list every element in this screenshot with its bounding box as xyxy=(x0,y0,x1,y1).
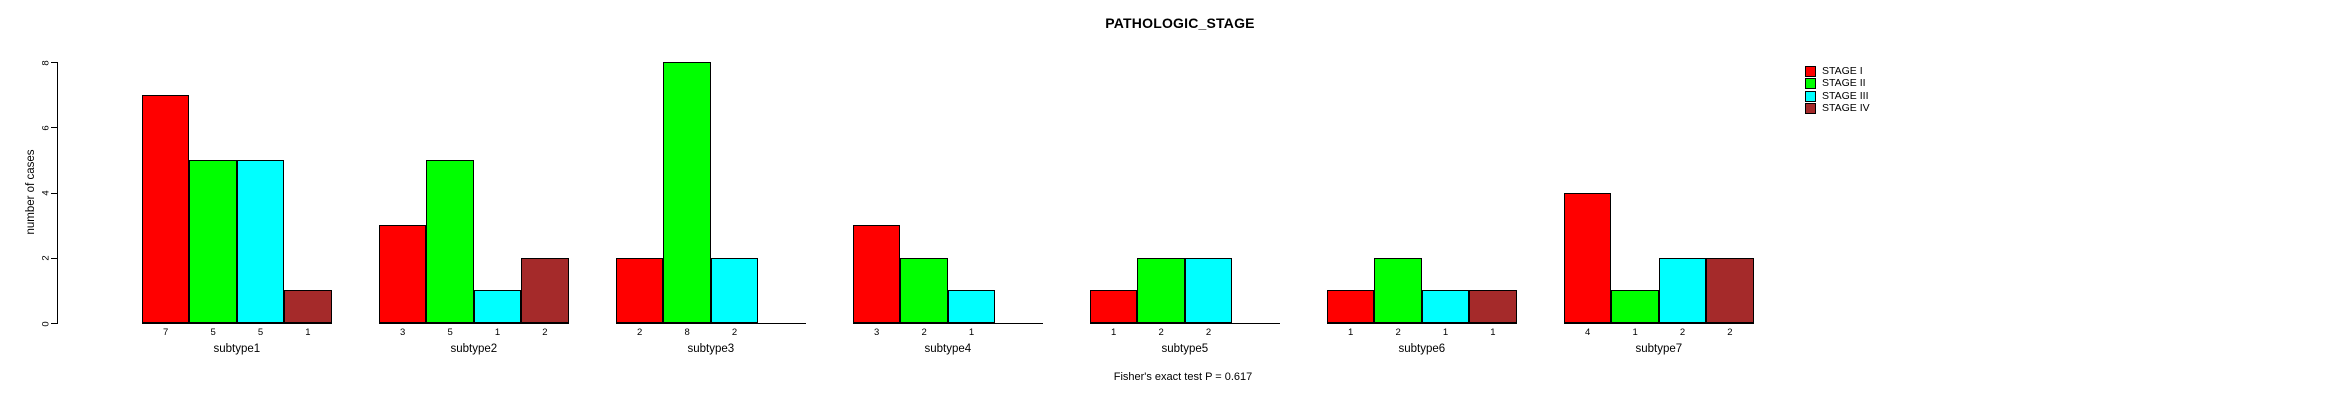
category-label-subtype4: subtype4 xyxy=(924,343,972,355)
bar-subtype7-stage-iv xyxy=(1706,257,1754,323)
legend-swatch-stage-ii xyxy=(1805,78,1816,90)
bar-subtype4-stage-ii xyxy=(900,257,948,323)
bar-subtype3-stage-ii xyxy=(663,62,711,323)
category-label-subtype2: subtype2 xyxy=(450,343,498,355)
bar-count-label: 1 xyxy=(968,327,975,338)
legend-swatch-stage-iv xyxy=(1805,102,1816,114)
y-tick-label: 8 xyxy=(40,59,52,66)
group-baseline-subtype6 xyxy=(1327,323,1517,324)
bar-count-label: 3 xyxy=(874,327,880,338)
legend-label-stage-iv: STAGE IV xyxy=(1822,101,1870,114)
category-label-subtype3: subtype3 xyxy=(687,343,735,355)
bar-count-label: 2 xyxy=(1158,327,1164,338)
group-baseline-subtype5 xyxy=(1090,323,1280,324)
bar-subtype6-stage-i xyxy=(1327,290,1375,323)
bar-subtype7-stage-i xyxy=(1564,192,1612,323)
bar-subtype7-stage-iii xyxy=(1658,257,1707,323)
legend-label-stage-iii: STAGE III xyxy=(1822,89,1869,102)
y-axis-title: number of cases xyxy=(25,149,37,235)
bar-subtype2-stage-ii xyxy=(426,159,474,323)
bar-subtype6-stage-ii xyxy=(1374,257,1422,323)
bar-count-label: 1 xyxy=(1490,327,1496,338)
bar-count-label: 4 xyxy=(1585,327,1591,338)
bar-count-label: 8 xyxy=(684,327,690,338)
category-label-subtype7: subtype7 xyxy=(1635,343,1683,355)
bar-subtype5-stage-i xyxy=(1090,290,1138,323)
bar-count-label: 1 xyxy=(1348,327,1354,338)
bar-count-label: 3 xyxy=(400,327,406,338)
bar-subtype5-stage-iii xyxy=(1184,257,1233,323)
bar-count-label: 2 xyxy=(921,327,927,338)
bar-subtype1-stage-iii xyxy=(236,159,285,323)
bar-subtype1-stage-i xyxy=(142,94,190,323)
bar-count-label: 1 xyxy=(494,327,501,338)
group-baseline-subtype1 xyxy=(142,323,332,324)
category-label-subtype5: subtype5 xyxy=(1161,343,1209,355)
bar-count-label: 1 xyxy=(1111,327,1117,338)
bar-count-label: 5 xyxy=(210,327,216,338)
group-baseline-subtype7 xyxy=(1564,323,1754,324)
bar-count-label: 1 xyxy=(305,327,311,338)
bar-subtype1-stage-iv xyxy=(284,290,332,323)
y-tick xyxy=(51,192,57,194)
y-tick xyxy=(51,127,57,129)
y-tick xyxy=(51,257,57,259)
bar-count-label: 2 xyxy=(731,327,738,338)
legend-label-stage-i: STAGE I xyxy=(1822,65,1863,77)
bar-count-label: 2 xyxy=(1395,327,1401,338)
bar-subtype1-stage-ii xyxy=(189,159,237,323)
group-baseline-subtype4 xyxy=(853,323,1043,324)
bar-subtype3-stage-i xyxy=(616,257,664,323)
bar-subtype2-stage-i xyxy=(379,225,427,323)
y-tick-label: 0 xyxy=(40,320,52,327)
y-tick-label: 2 xyxy=(40,255,52,261)
bar-count-label: 5 xyxy=(257,327,264,338)
y-tick-label: 4 xyxy=(40,190,52,196)
legend-label-stage-ii: STAGE II xyxy=(1822,77,1866,90)
bar-count-label: 2 xyxy=(1679,327,1686,338)
bar-subtype2-stage-iii xyxy=(473,290,522,323)
bar-count-label: 2 xyxy=(542,327,548,338)
fisher-test-annotation: Fisher's exact test P = 0.617 xyxy=(1113,371,1253,383)
bar-subtype5-stage-ii xyxy=(1137,257,1185,323)
bar-count-label: 5 xyxy=(447,327,453,338)
bar-subtype6-stage-iv xyxy=(1469,290,1517,323)
bar-subtype7-stage-ii xyxy=(1611,290,1659,323)
legend-swatch-stage-i xyxy=(1805,66,1816,77)
legend-swatch-stage-iii xyxy=(1805,90,1816,102)
bar-count-label: 2 xyxy=(637,327,643,338)
bar-count-label: 7 xyxy=(163,327,169,338)
y-tick xyxy=(51,323,57,324)
bar-subtype6-stage-iii xyxy=(1421,290,1470,323)
bar-subtype2-stage-iv xyxy=(521,257,569,323)
y-tick xyxy=(51,62,57,63)
group-baseline-subtype3 xyxy=(616,323,806,324)
bar-count-label: 2 xyxy=(1727,327,1733,338)
category-label-subtype6: subtype6 xyxy=(1398,343,1446,355)
chart-title: PATHOLOGIC_STAGE xyxy=(1105,15,1255,31)
category-label-subtype1: subtype1 xyxy=(213,343,261,355)
bar-count-label: 1 xyxy=(1442,327,1449,338)
bar-count-label: 1 xyxy=(1632,327,1638,338)
y-axis-line xyxy=(57,62,58,324)
bar-subtype4-stage-i xyxy=(853,225,901,323)
bar-count-label: 2 xyxy=(1205,327,1212,338)
bar-subtype4-stage-iii xyxy=(947,290,996,323)
y-tick-label: 6 xyxy=(40,125,52,131)
bar-subtype3-stage-iii xyxy=(710,257,759,323)
group-baseline-subtype2 xyxy=(379,323,569,324)
